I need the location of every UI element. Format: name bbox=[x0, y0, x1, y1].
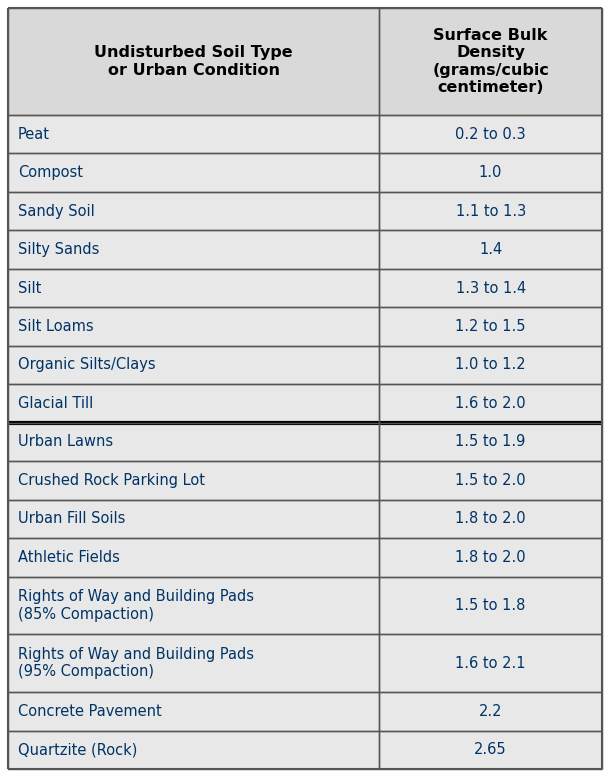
Bar bbox=[8, 634, 379, 692]
Text: 0.2 to 0.3: 0.2 to 0.3 bbox=[455, 127, 526, 141]
Bar bbox=[379, 692, 602, 730]
Text: Glacial Till: Glacial Till bbox=[18, 396, 93, 411]
Text: 1.0: 1.0 bbox=[479, 165, 502, 180]
Bar bbox=[8, 730, 379, 769]
Bar bbox=[379, 423, 602, 462]
Bar bbox=[8, 115, 379, 153]
Bar bbox=[8, 8, 379, 115]
Bar bbox=[379, 192, 602, 230]
Bar bbox=[8, 423, 379, 462]
Bar bbox=[379, 577, 602, 634]
Text: 1.3 to 1.4: 1.3 to 1.4 bbox=[456, 280, 526, 295]
Bar bbox=[8, 462, 379, 500]
Text: Concrete Pavement: Concrete Pavement bbox=[18, 704, 162, 719]
Text: Undisturbed Soil Type
or Urban Condition: Undisturbed Soil Type or Urban Condition bbox=[95, 45, 293, 78]
Bar bbox=[379, 634, 602, 692]
Text: Rights of Way and Building Pads
(85% Compaction): Rights of Way and Building Pads (85% Com… bbox=[18, 589, 254, 622]
Bar bbox=[379, 538, 602, 577]
Text: 1.2 to 1.5: 1.2 to 1.5 bbox=[456, 319, 526, 334]
Bar bbox=[379, 346, 602, 384]
Bar bbox=[8, 577, 379, 634]
Text: Surface Bulk
Density
(grams/cubic
centimeter): Surface Bulk Density (grams/cubic centim… bbox=[432, 28, 549, 95]
Bar bbox=[379, 730, 602, 769]
Text: Athletic Fields: Athletic Fields bbox=[18, 550, 120, 565]
Bar bbox=[8, 538, 379, 577]
Text: Quartzite (Rock): Quartzite (Rock) bbox=[18, 742, 137, 758]
Bar bbox=[8, 153, 379, 192]
Text: 2.2: 2.2 bbox=[479, 704, 503, 719]
Text: 2.65: 2.65 bbox=[475, 742, 507, 758]
Text: Sandy Soil: Sandy Soil bbox=[18, 204, 95, 218]
Text: Organic Silts/Clays: Organic Silts/Clays bbox=[18, 357, 156, 372]
Bar bbox=[8, 269, 379, 307]
Text: Urban Lawns: Urban Lawns bbox=[18, 434, 113, 449]
Bar bbox=[379, 230, 602, 269]
Text: 1.1 to 1.3: 1.1 to 1.3 bbox=[456, 204, 526, 218]
Bar bbox=[8, 346, 379, 384]
Bar bbox=[8, 692, 379, 730]
Text: 1.5 to 1.8: 1.5 to 1.8 bbox=[456, 598, 526, 613]
Text: 1.8 to 2.0: 1.8 to 2.0 bbox=[455, 511, 526, 526]
Bar bbox=[379, 307, 602, 346]
Text: 1.0 to 1.2: 1.0 to 1.2 bbox=[455, 357, 526, 372]
Text: Silt: Silt bbox=[18, 280, 41, 295]
Text: 1.5 to 1.9: 1.5 to 1.9 bbox=[456, 434, 526, 449]
Bar bbox=[379, 115, 602, 153]
Text: 1.4: 1.4 bbox=[479, 242, 502, 257]
Bar bbox=[379, 269, 602, 307]
Bar bbox=[379, 153, 602, 192]
Text: Rights of Way and Building Pads
(95% Compaction): Rights of Way and Building Pads (95% Com… bbox=[18, 647, 254, 679]
Text: Silty Sands: Silty Sands bbox=[18, 242, 99, 257]
Bar bbox=[8, 307, 379, 346]
Text: 1.6 to 2.1: 1.6 to 2.1 bbox=[456, 656, 526, 671]
Bar bbox=[379, 384, 602, 423]
Bar bbox=[379, 500, 602, 538]
Text: 1.5 to 2.0: 1.5 to 2.0 bbox=[455, 473, 526, 488]
Text: 1.8 to 2.0: 1.8 to 2.0 bbox=[455, 550, 526, 565]
Bar bbox=[379, 462, 602, 500]
Text: Peat: Peat bbox=[18, 127, 50, 141]
Text: Urban Fill Soils: Urban Fill Soils bbox=[18, 511, 126, 526]
Bar bbox=[8, 384, 379, 423]
Text: Compost: Compost bbox=[18, 165, 83, 180]
Bar bbox=[379, 8, 602, 115]
Bar bbox=[8, 230, 379, 269]
Bar bbox=[8, 500, 379, 538]
Text: Crushed Rock Parking Lot: Crushed Rock Parking Lot bbox=[18, 473, 205, 488]
Text: 1.6 to 2.0: 1.6 to 2.0 bbox=[455, 396, 526, 411]
Bar bbox=[8, 192, 379, 230]
Text: Silt Loams: Silt Loams bbox=[18, 319, 93, 334]
